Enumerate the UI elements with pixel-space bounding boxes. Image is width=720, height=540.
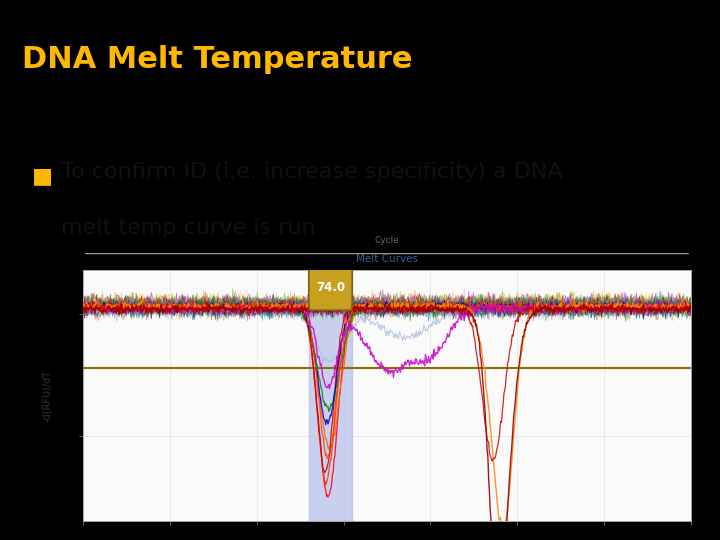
Text: Melt Curves: Melt Curves — [356, 254, 418, 264]
Bar — [309, 270, 352, 521]
FancyBboxPatch shape — [309, 265, 352, 310]
Text: To confirm ID (i.e. increase specificity) a DNA: To confirm ID (i.e. increase specificity… — [61, 162, 563, 182]
Text: ■: ■ — [32, 166, 53, 186]
Text: melt temp curve is run: melt temp curve is run — [61, 218, 316, 238]
Text: Cycle: Cycle — [374, 236, 400, 245]
Text: 74.0: 74.0 — [316, 281, 345, 294]
Text: DNA Melt Temperature: DNA Melt Temperature — [22, 45, 412, 74]
Y-axis label: -d(RFU)/dT: -d(RFU)/dT — [42, 369, 52, 422]
